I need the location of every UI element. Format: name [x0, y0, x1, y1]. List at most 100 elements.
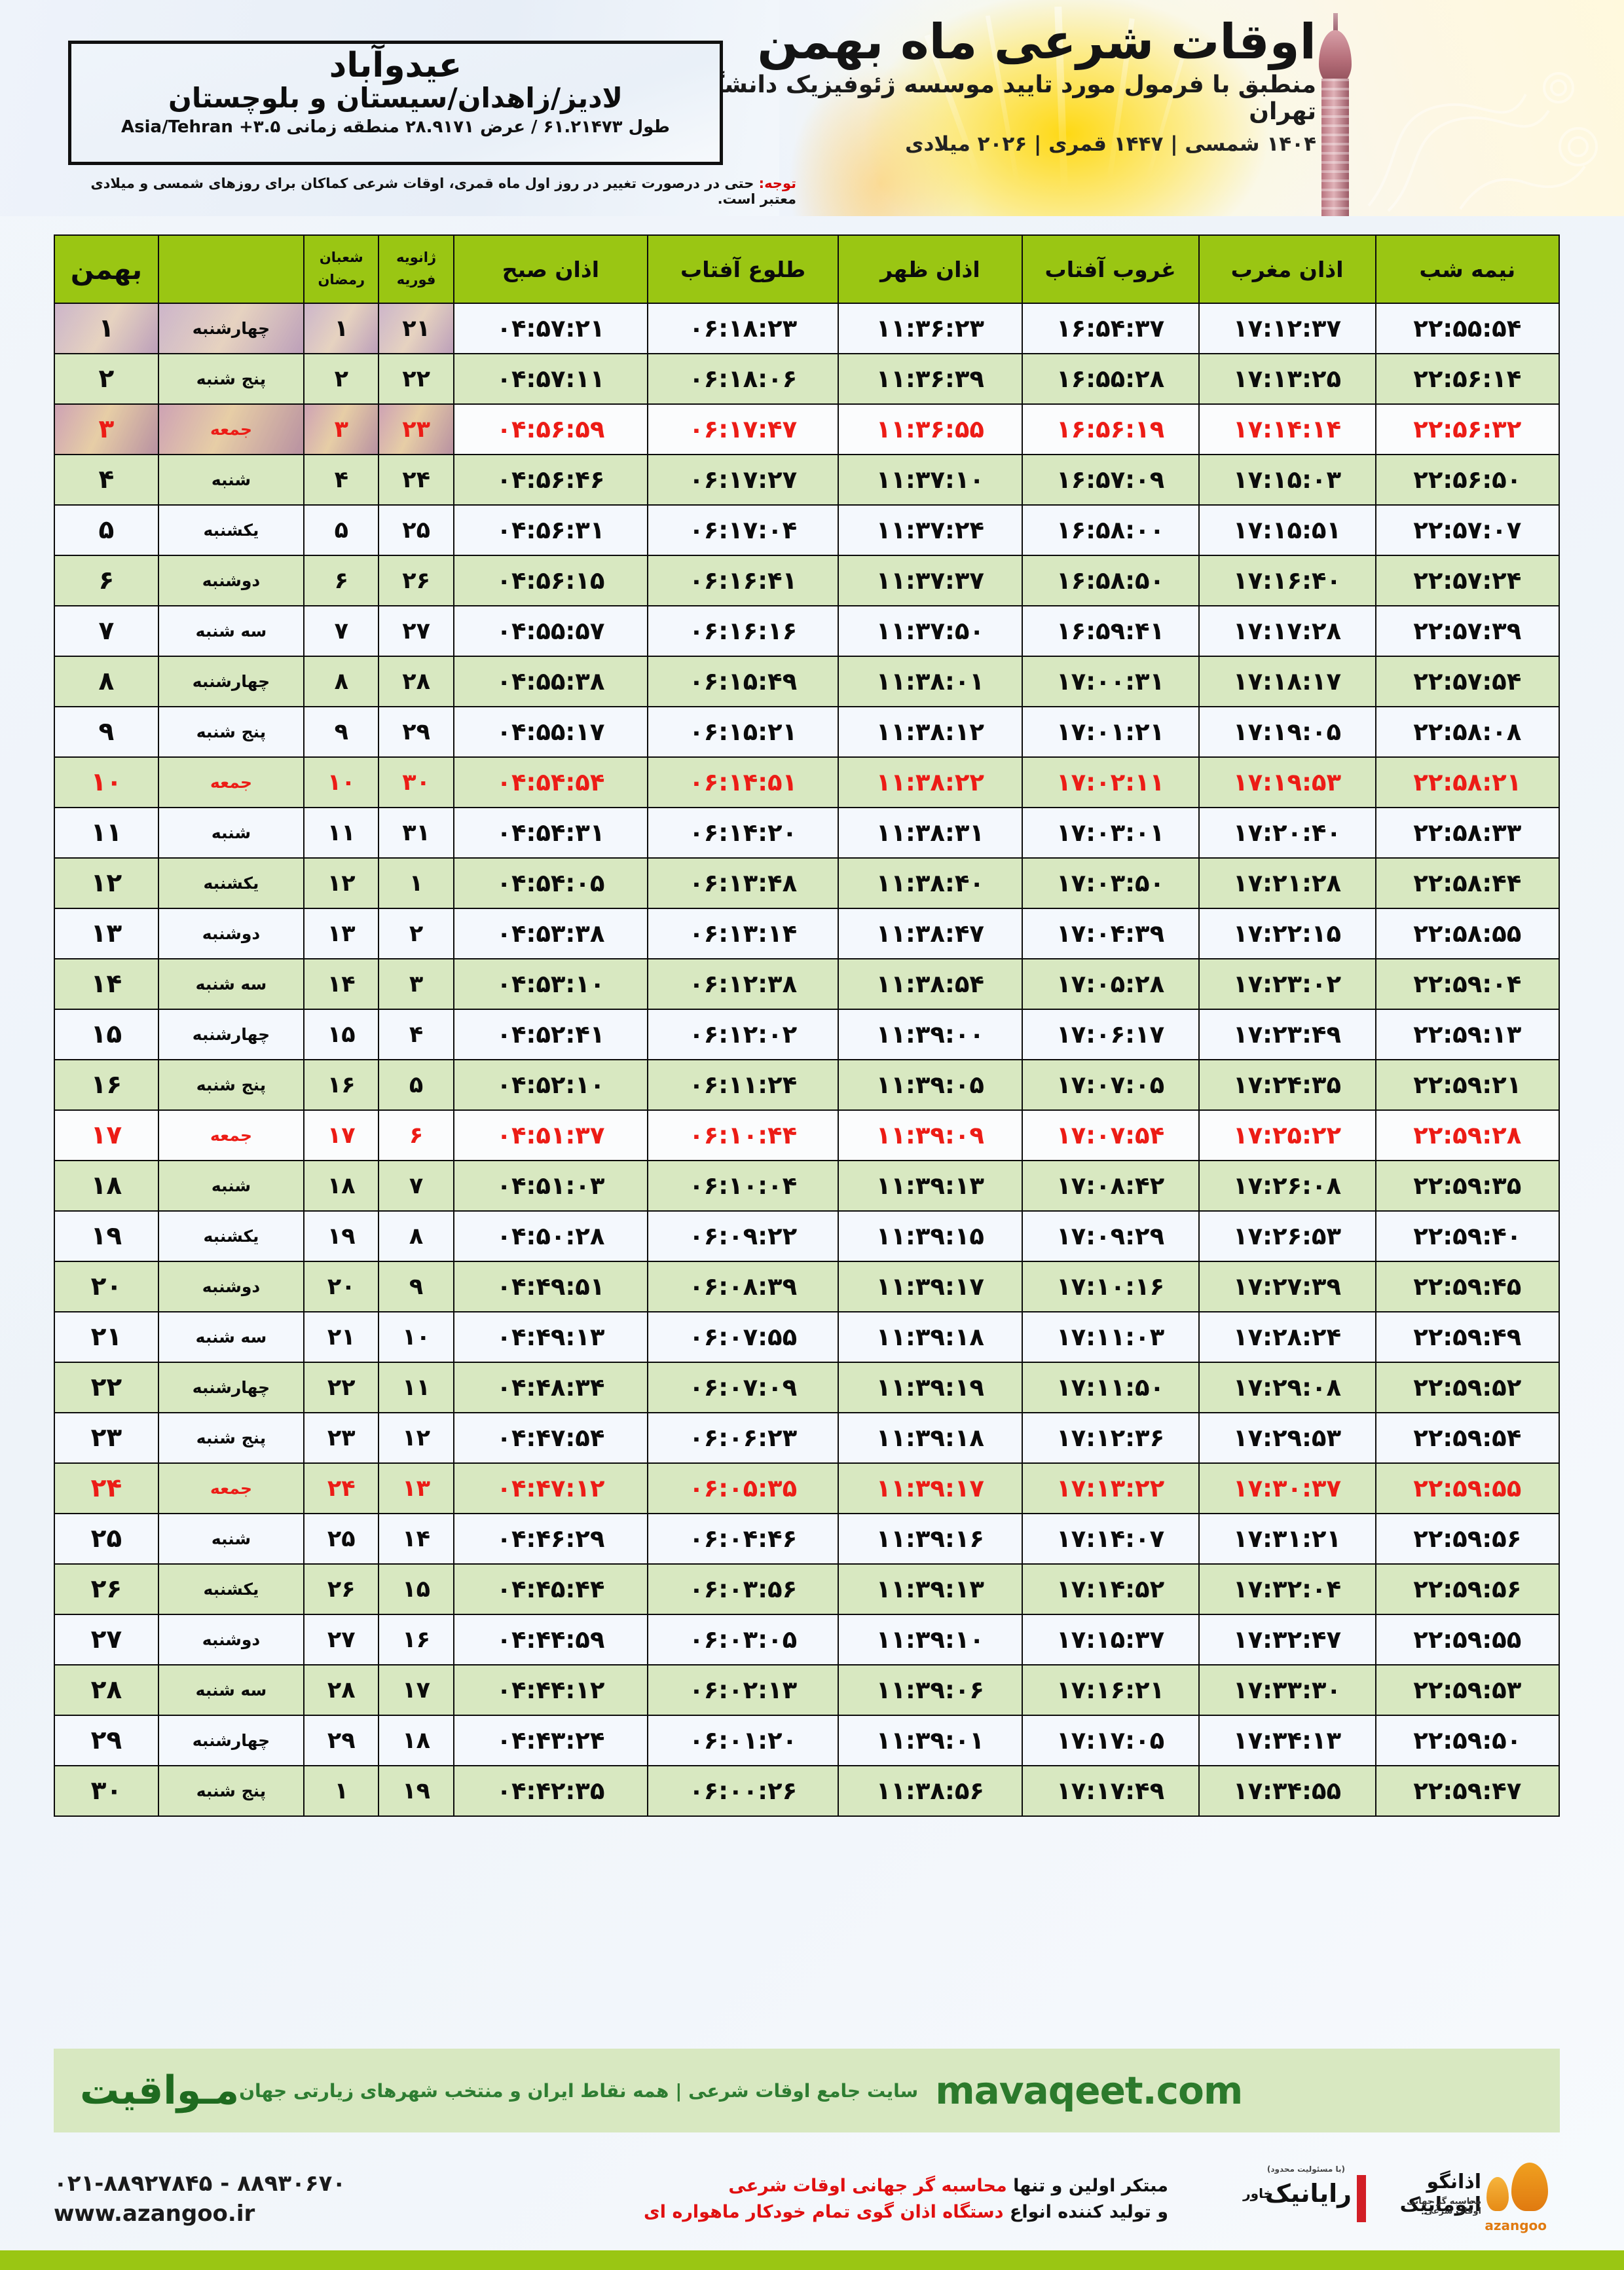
cell-sunset: ۱۷:۱۶:۲۱ — [1021, 1664, 1200, 1716]
cell-weekday: دوشنبه — [157, 908, 305, 959]
cell-day: ۱۸ — [54, 1160, 159, 1212]
cell-fajr: ۰۴:۴۷:۱۲ — [452, 1462, 649, 1514]
cell-dhuhr: ۱۱:۳۹:۰۵ — [838, 1059, 1023, 1111]
cell-fajr: ۰۴:۵۶:۵۹ — [452, 403, 649, 455]
cell-sunrise: ۰۶:۱۳:۱۴ — [647, 908, 840, 959]
cell-night: ۲۲:۵۷:۳۹ — [1375, 605, 1560, 657]
note-line: توجه: حتی در درصورت تغییر در روز اول ماه… — [63, 176, 796, 207]
cell-night: ۲۲:۵۵:۵۴ — [1375, 303, 1560, 354]
cell-hijri: ۱۴ — [303, 958, 380, 1010]
cell-sunset: ۱۷:۰۲:۱۱ — [1021, 756, 1200, 808]
cell-day: ۳ — [54, 403, 159, 455]
column-header-hijri: شعبان رمضان — [303, 234, 380, 304]
table-row: ۲۲:۵۹:۰۴ ۱۷:۲۳:۰۲ ۱۷:۰۵:۲۸ ۱۱:۳۸:۵۴ ۰۶:۱۲:۳۸… — [54, 958, 1560, 1010]
cell-greg: ۱۶ — [378, 1614, 454, 1665]
cell-fajr: ۰۴:۵۴:۰۵ — [452, 857, 649, 909]
column-header-sunrise: طلوع آفتاب — [647, 234, 840, 304]
cell-weekday: شنبه — [157, 807, 305, 859]
table-row: ۲۲:۵۷:۰۷ ۱۷:۱۵:۵۱ ۱۶:۵۸:۰۰ ۱۱:۳۷:۲۴ ۰۶:۱۷:۰۴… — [54, 504, 1560, 556]
cell-dhuhr: ۱۱:۳۶:۵۵ — [838, 403, 1023, 455]
table-row: ۲۲:۵۸:۰۸ ۱۷:۱۹:۰۵ ۱۷:۰۱:۲۱ ۱۱:۳۸:۱۲ ۰۶:۱۵:۲۱… — [54, 706, 1560, 758]
table-row: ۲۲:۵۹:۲۱ ۱۷:۲۴:۳۵ ۱۷:۰۷:۰۵ ۱۱:۳۹:۰۵ ۰۶:۱۱:۲۴… — [54, 1059, 1560, 1111]
cell-sunrise: ۰۶:۰۰:۲۶ — [647, 1765, 840, 1817]
cell-maghrib: ۱۷:۳۰:۳۷ — [1198, 1462, 1376, 1514]
top-banner: اوقات شرعی ماه بهمن منطبق با فرمول مورد … — [0, 0, 1624, 216]
brand-website-label[interactable]: mavaqeet.com — [935, 2068, 1243, 2113]
footer-slogan: مبتکر اولین و تنها محاسبه گر جهانی اوقات… — [644, 2173, 1168, 2226]
cell-sunset: ۱۶:۵۵:۲۸ — [1021, 353, 1200, 405]
cell-dhuhr: ۱۱:۳۷:۱۰ — [838, 454, 1023, 506]
cell-dhuhr: ۱۱:۳۸:۱۲ — [838, 706, 1023, 758]
cell-dhuhr: ۱۱:۳۷:۳۷ — [838, 555, 1023, 606]
cell-sunrise: ۰۶:۰۷:۰۹ — [647, 1362, 840, 1413]
cell-sunset: ۱۷:۱۴:۰۷ — [1021, 1513, 1200, 1565]
cell-sunset: ۱۷:۱۵:۳۷ — [1021, 1614, 1200, 1665]
cell-night: ۲۲:۵۹:۵۵ — [1375, 1462, 1560, 1514]
cell-dhuhr: ۱۱:۳۶:۳۹ — [838, 353, 1023, 405]
cell-hijri: ۱۲ — [303, 857, 380, 909]
cell-weekday: شنبه — [157, 454, 305, 506]
cell-day: ۲۸ — [54, 1664, 159, 1716]
cell-weekday: چهارشنبه — [157, 1715, 305, 1766]
cell-greg: ۱۸ — [378, 1715, 454, 1766]
cell-maghrib: ۱۷:۱۸:۱۷ — [1198, 656, 1376, 707]
cell-sunset: ۱۶:۵۶:۱۹ — [1021, 403, 1200, 455]
cell-night: ۲۲:۵۸:۰۸ — [1375, 706, 1560, 758]
table-row: ۲۲:۵۹:۵۳ ۱۷:۳۳:۳۰ ۱۷:۱۶:۲۱ ۱۱:۳۹:۰۶ ۰۶:۰۲:۱۳… — [54, 1664, 1560, 1716]
cell-dhuhr: ۱۱:۳۹:۰۹ — [838, 1109, 1023, 1161]
cell-sunset: ۱۷:۰۵:۲۸ — [1021, 958, 1200, 1010]
footer-contact-info: ۰۲۱-۸۸۹۲۷۸۴۵ - ۸۸۹۳۰۶۷۰ www.azangoo.ir — [54, 2169, 346, 2229]
contact-website[interactable]: www.azangoo.ir — [54, 2201, 255, 2227]
cell-hijri: ۱۵ — [303, 1009, 380, 1060]
cell-day: ۱۹ — [54, 1210, 159, 1262]
cell-sunrise: ۰۶:۱۲:۳۸ — [647, 958, 840, 1010]
cell-dhuhr: ۱۱:۳۹:۱۶ — [838, 1513, 1023, 1565]
cell-greg: ۱۰ — [378, 1311, 454, 1363]
cell-sunset: ۱۷:۱۷:۰۵ — [1021, 1715, 1200, 1766]
cell-sunset: ۱۷:۰۹:۲۹ — [1021, 1210, 1200, 1262]
cell-night: ۲۲:۵۶:۵۰ — [1375, 454, 1560, 506]
cell-day: ۱۷ — [54, 1109, 159, 1161]
cell-weekday: پنج شنبه — [157, 1059, 305, 1111]
table-row: ۲۲:۵۵:۵۴ ۱۷:۱۲:۳۷ ۱۶:۵۴:۳۷ ۱۱:۳۶:۲۳ ۰۶:۱۸:۲۳… — [54, 303, 1560, 354]
cell-sunset: ۱۷:۱۷:۴۹ — [1021, 1765, 1200, 1817]
cell-maghrib: ۱۷:۱۴:۱۴ — [1198, 403, 1376, 455]
cell-weekday: جمعه — [157, 756, 305, 808]
cell-greg: ۲۸ — [378, 656, 454, 707]
cell-night: ۲۲:۵۹:۴۷ — [1375, 1765, 1560, 1817]
cell-hijri: ۲۲ — [303, 1362, 380, 1413]
prayer-times-table: نیمه شب اذان مغرب غروب آفتاب اذان ظهر طل… — [54, 234, 1560, 1817]
footer-contact-bar: اذانگو اتوماتیک محاسبه گر جهانی اوقات شر… — [54, 2153, 1560, 2245]
cell-day: ۷ — [54, 605, 159, 657]
cell-greg: ۱۵ — [378, 1563, 454, 1615]
cell-weekday: یکشنبه — [157, 1563, 305, 1615]
cell-day: ۲۲ — [54, 1362, 159, 1413]
cell-dhuhr: ۱۱:۳۷:۵۰ — [838, 605, 1023, 657]
page-title: اوقات شرعی ماه بهمن — [757, 14, 1317, 70]
cell-maghrib: ۱۷:۳۲:۰۴ — [1198, 1563, 1376, 1615]
cell-sunrise: ۰۶:۱۷:۲۷ — [647, 454, 840, 506]
cell-sunset: ۱۶:۵۷:۰۹ — [1021, 454, 1200, 506]
contact-phone: ۰۲۱-۸۸۹۲۷۸۴۵ - ۸۸۹۳۰۶۷۰ — [54, 2170, 346, 2197]
rayaneek-region: خاور — [1243, 2186, 1273, 2201]
cell-night: ۲۲:۵۹:۵۵ — [1375, 1614, 1560, 1665]
cell-night: ۲۲:۵۸:۴۴ — [1375, 857, 1560, 909]
cell-weekday: یکشنبه — [157, 1210, 305, 1262]
cell-sunset: ۱۷:۱۰:۱۶ — [1021, 1261, 1200, 1312]
cell-day: ۲۱ — [54, 1311, 159, 1363]
cell-hijri: ۲۴ — [303, 1462, 380, 1514]
cell-fajr: ۰۴:۵۳:۱۰ — [452, 958, 649, 1010]
cell-weekday: چهارشنبه — [157, 1009, 305, 1060]
cell-hijri: ۸ — [303, 656, 380, 707]
cell-hijri: ۱ — [303, 303, 380, 354]
table-row: ۲۲:۵۹:۳۵ ۱۷:۲۶:۰۸ ۱۷:۰۸:۴۲ ۱۱:۳۹:۱۳ ۰۶:۱۰:۰۴… — [54, 1160, 1560, 1212]
cell-day: ۱۵ — [54, 1009, 159, 1060]
cell-sunset: ۱۷:۱۴:۵۲ — [1021, 1563, 1200, 1615]
cell-night: ۲۲:۵۹:۲۱ — [1375, 1059, 1560, 1111]
cell-dhuhr: ۱۱:۳۹:۱۸ — [838, 1412, 1023, 1464]
cell-dhuhr: ۱۱:۳۹:۱۹ — [838, 1362, 1023, 1413]
cell-dhuhr: ۱۱:۳۷:۲۴ — [838, 504, 1023, 556]
cell-fajr: ۰۴:۴۶:۲۹ — [452, 1513, 649, 1565]
cell-greg: ۱۲ — [378, 1412, 454, 1464]
cell-greg: ۲۳ — [378, 403, 454, 455]
